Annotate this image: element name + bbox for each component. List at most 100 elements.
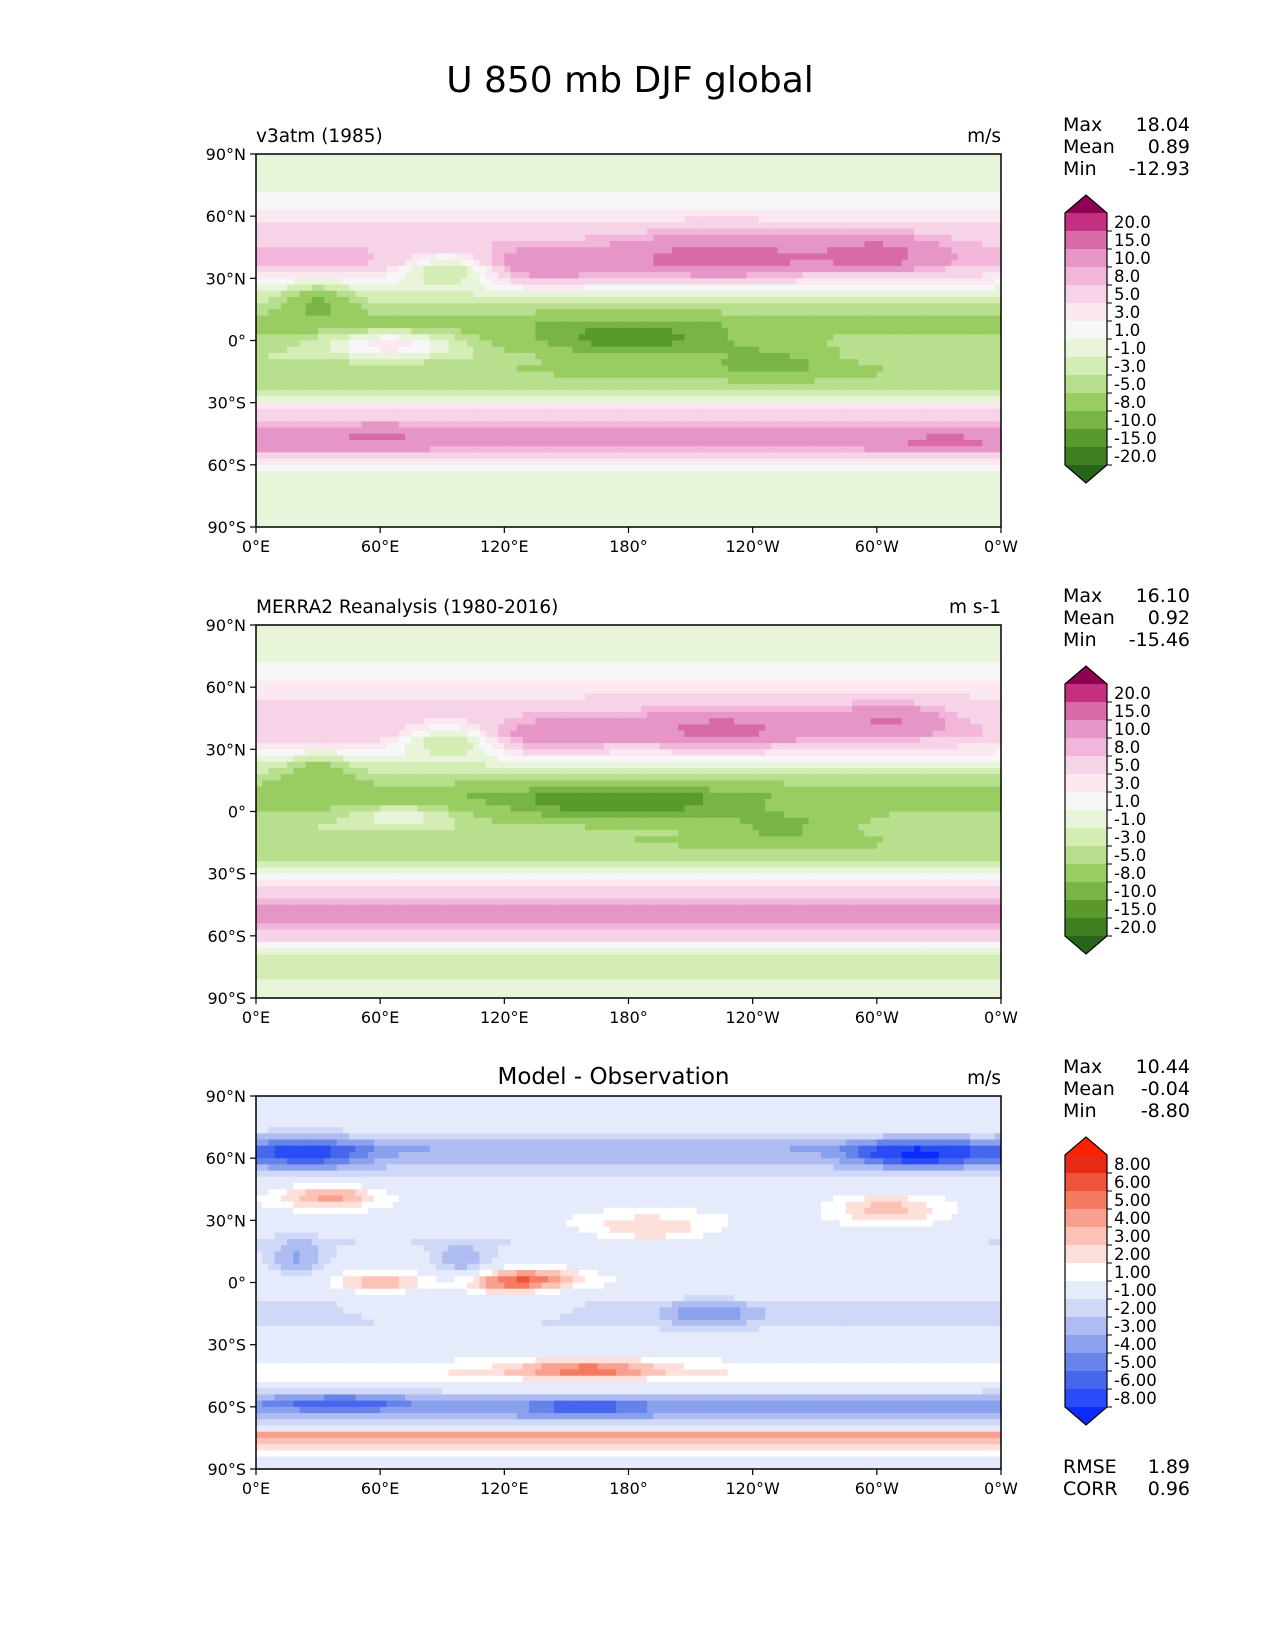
map-cell: [349, 253, 356, 260]
map-cell: [746, 260, 753, 267]
map-cell: [796, 266, 803, 273]
map-cell: [573, 198, 580, 205]
map-cell: [548, 266, 555, 273]
map-cell: [542, 204, 549, 211]
map-cell: [970, 272, 977, 279]
map-cell: [653, 260, 660, 267]
map-cell: [355, 297, 362, 304]
map-cell: [728, 198, 735, 205]
map-cell: [480, 154, 487, 161]
map-cell: [976, 185, 983, 192]
map-cell: [982, 160, 989, 167]
map-cell: [840, 160, 847, 167]
map-cell: [635, 173, 642, 180]
map-cell: [641, 210, 648, 217]
map-cell: [368, 198, 375, 205]
map-cell: [362, 272, 369, 279]
map-cell: [976, 247, 983, 254]
map-cell: [529, 272, 536, 279]
map-cell: [548, 241, 555, 248]
map-cell: [641, 204, 648, 211]
map-cell: [281, 253, 288, 260]
map-cell: [411, 173, 418, 180]
map-cell: [939, 166, 946, 173]
map-cell: [945, 185, 952, 192]
map-cell: [554, 241, 561, 248]
map-cell: [864, 216, 871, 223]
map-cell: [871, 198, 878, 205]
map-cell: [467, 154, 474, 161]
map-cell: [331, 191, 338, 198]
map-cell: [709, 185, 716, 192]
map-cell: [566, 260, 573, 267]
map-cell: [809, 241, 816, 248]
map-cell: [529, 179, 536, 186]
map-cell: [312, 198, 319, 205]
map-cell: [895, 210, 902, 217]
map-cell: [970, 185, 977, 192]
map-cell: [765, 229, 772, 236]
map-cell: [864, 291, 871, 298]
map-cell: [368, 241, 375, 248]
map-cell: [821, 285, 828, 292]
map-cell: [355, 160, 362, 167]
map-cell: [809, 285, 816, 292]
map-cell: [864, 204, 871, 211]
map-cell: [858, 291, 865, 298]
map-cell: [368, 272, 375, 279]
map-cell: [306, 210, 313, 217]
map-cell: [951, 272, 958, 279]
map-cell: [380, 235, 387, 242]
map-cell: [442, 291, 449, 298]
map-cell: [591, 229, 598, 236]
map-cell: [566, 241, 573, 248]
map-cell: [473, 253, 480, 260]
map-cell: [331, 229, 338, 236]
map-cell: [970, 241, 977, 248]
map-cell: [809, 229, 816, 236]
map-cell: [920, 210, 927, 217]
map-cell: [535, 229, 542, 236]
map-cell: [610, 229, 617, 236]
map-cell: [275, 278, 282, 285]
map-cell: [324, 297, 331, 304]
map-cell: [970, 173, 977, 180]
map-cell: [982, 266, 989, 273]
map-cell: [566, 222, 573, 229]
map-cell: [746, 285, 753, 292]
map-cell: [815, 160, 822, 167]
map-cell: [566, 247, 573, 254]
map-cell: [753, 278, 760, 285]
map-cell: [597, 154, 604, 161]
map-cell: [895, 260, 902, 267]
map-cell: [802, 297, 809, 304]
map-cell: [573, 297, 580, 304]
map-cell: [672, 198, 679, 205]
map-cell: [778, 185, 785, 192]
map-cell: [299, 160, 306, 167]
map-cell: [877, 173, 884, 180]
map-cell: [976, 173, 983, 180]
map-cell: [753, 179, 760, 186]
map-cell: [548, 291, 555, 298]
map-cell: [629, 266, 636, 273]
map-cell: [461, 222, 468, 229]
map-cell: [920, 216, 927, 223]
map-cell: [597, 291, 604, 298]
map-cell: [287, 297, 294, 304]
map-cell: [281, 291, 288, 298]
map-cell: [331, 291, 338, 298]
map-cell: [566, 216, 573, 223]
map-cell: [380, 222, 387, 229]
map-cell: [765, 278, 772, 285]
map-cell: [430, 154, 437, 161]
map-cell: [498, 260, 505, 267]
map-cell: [871, 191, 878, 198]
map-cell: [728, 160, 735, 167]
map-cell: [846, 160, 853, 167]
map-cell: [597, 191, 604, 198]
map-cell: [498, 229, 505, 236]
map-cell: [840, 198, 847, 205]
map-cell: [337, 191, 344, 198]
map-cell: [492, 185, 499, 192]
